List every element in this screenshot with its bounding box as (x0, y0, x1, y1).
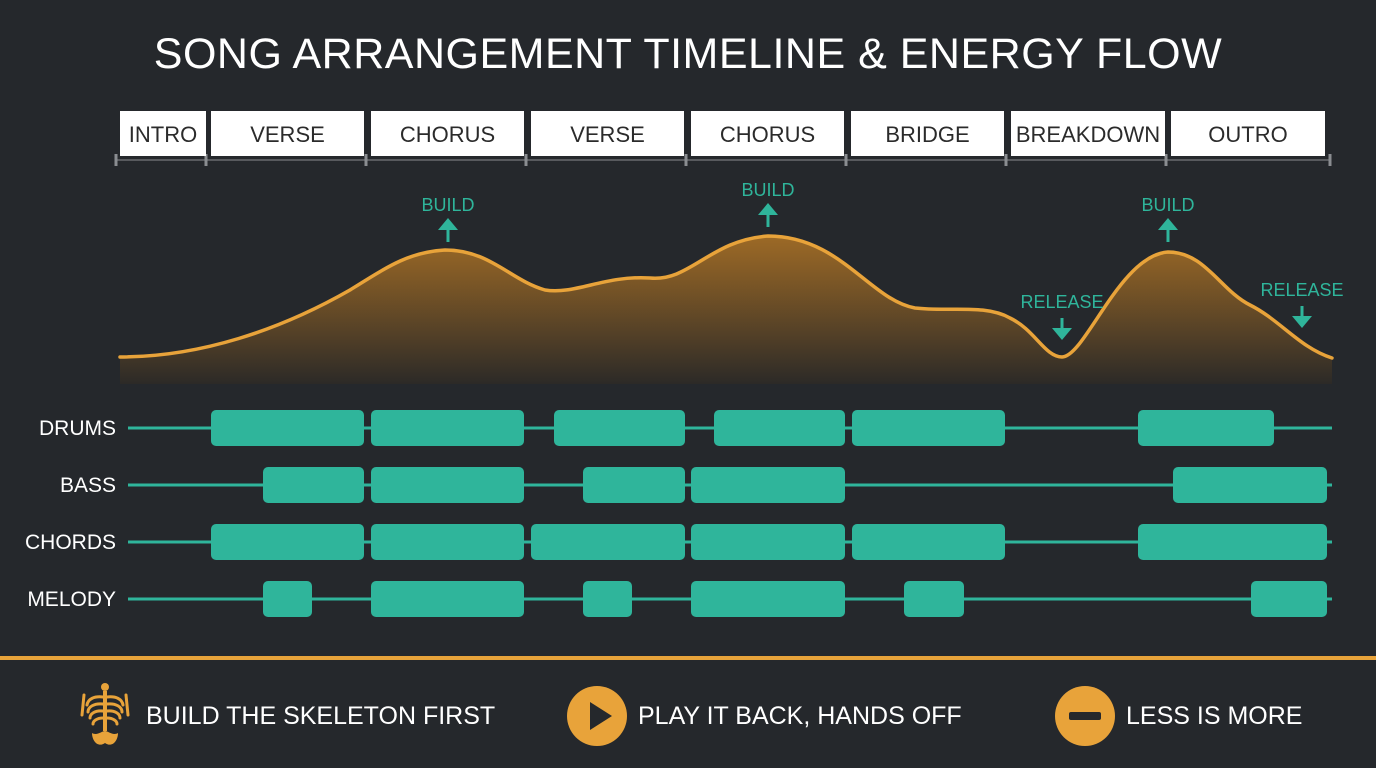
section-label: BREAKDOWN (1016, 122, 1160, 147)
energy-curve-group (118, 234, 1334, 384)
page-title: SONG ARRANGEMENT TIMELINE & ENERGY FLOW (153, 30, 1223, 78)
section-label: OUTRO (1208, 122, 1287, 147)
energy-markers: BUILD BUILD RELEASE BUILD (421, 180, 1344, 340)
tip-less-is-more: LESS IS MORE (1054, 684, 1302, 748)
release-marker: RELEASE (1260, 280, 1344, 328)
clip-drums (211, 410, 364, 446)
section-intro-0: INTRO (120, 111, 206, 156)
section-chorus-2: CHORUS (371, 111, 524, 156)
track-lanes: DRUMS BASS CHORDS MELODY (25, 410, 1332, 617)
section-header-row: INTRO VERSE CHORUS VERSE CHORUS BRIDGE BREAKDO… (114, 111, 1332, 166)
tip-text: LESS IS MORE (1126, 701, 1303, 730)
play-icon (566, 685, 628, 747)
build-marker: BUILD (741, 180, 795, 227)
clip-chords (852, 524, 1005, 560)
clip-drums (714, 410, 845, 446)
section-bridge-5: BRIDGE (851, 111, 1004, 156)
clip-chords (531, 524, 685, 560)
section-verse-1: VERSE (211, 111, 364, 156)
clip-chords (1138, 524, 1327, 560)
track-label-chords: CHORDS (25, 531, 116, 554)
svg-text:BUILD: BUILD (1141, 195, 1194, 215)
skeleton-icon (74, 683, 136, 747)
minus-icon (1054, 685, 1116, 747)
clip-melody (263, 581, 312, 617)
energy-line (118, 234, 1334, 360)
build-marker: BUILD (421, 195, 475, 242)
clip-bass (1173, 467, 1327, 503)
tip-skeleton: BUILD THE SKELETON FIRST (74, 683, 496, 748)
tip-play-back: PLAY IT BACK, HANDS OFF (566, 684, 962, 748)
energy-area (120, 236, 1332, 384)
section-label: CHORUS (720, 122, 815, 147)
footer-divider (0, 656, 1376, 660)
clip-melody (371, 581, 524, 617)
clip-melody (691, 581, 845, 617)
arrow-down-icon (1052, 318, 1072, 340)
clip-chords (691, 524, 845, 560)
section-label: CHORUS (400, 122, 495, 147)
clip-chords (371, 524, 524, 560)
clip-melody (904, 581, 964, 617)
tip-text: BUILD THE SKELETON FIRST (146, 701, 496, 730)
arrow-up-icon (758, 203, 778, 227)
clip-bass (583, 467, 685, 503)
clip-drums (371, 410, 524, 446)
svg-text:RELEASE: RELEASE (1020, 292, 1103, 312)
svg-text:BUILD: BUILD (741, 180, 794, 200)
track-label-bass: BASS (60, 474, 116, 497)
section-label: VERSE (570, 122, 645, 147)
clip-chords (211, 524, 364, 560)
section-verse-3: VERSE (531, 111, 684, 156)
clip-melody (1251, 581, 1327, 617)
section-label: VERSE (250, 122, 325, 147)
track-label-drums: DRUMS (39, 417, 116, 440)
clip-bass (691, 467, 845, 503)
release-marker: RELEASE (1020, 292, 1104, 340)
clip-drums (554, 410, 685, 446)
clip-drums (852, 410, 1005, 446)
section-outro-7: OUTRO (1171, 111, 1325, 156)
svg-text:RELEASE: RELEASE (1260, 280, 1343, 300)
section-label: BRIDGE (885, 122, 969, 147)
arrangement-diagram: INTRO VERSE CHORUS VERSE CHORUS BRIDGE BREAKDO… (25, 111, 1344, 617)
clip-melody (583, 581, 632, 617)
arrow-down-icon (1292, 306, 1312, 328)
track-label-melody: MELODY (27, 588, 116, 611)
clip-drums (1138, 410, 1274, 446)
arrow-up-icon (438, 218, 458, 242)
clip-bass (371, 467, 524, 503)
arrow-up-icon (1158, 218, 1178, 242)
section-label: INTRO (129, 122, 197, 147)
section-chorus-4: CHORUS (691, 111, 844, 156)
svg-text:BUILD: BUILD (421, 195, 474, 215)
section-breakdown-6: BREAKDOWN (1011, 111, 1165, 156)
tip-text: PLAY IT BACK, HANDS OFF (638, 701, 962, 730)
build-marker: BUILD (1141, 195, 1195, 242)
clip-bass (263, 467, 364, 503)
